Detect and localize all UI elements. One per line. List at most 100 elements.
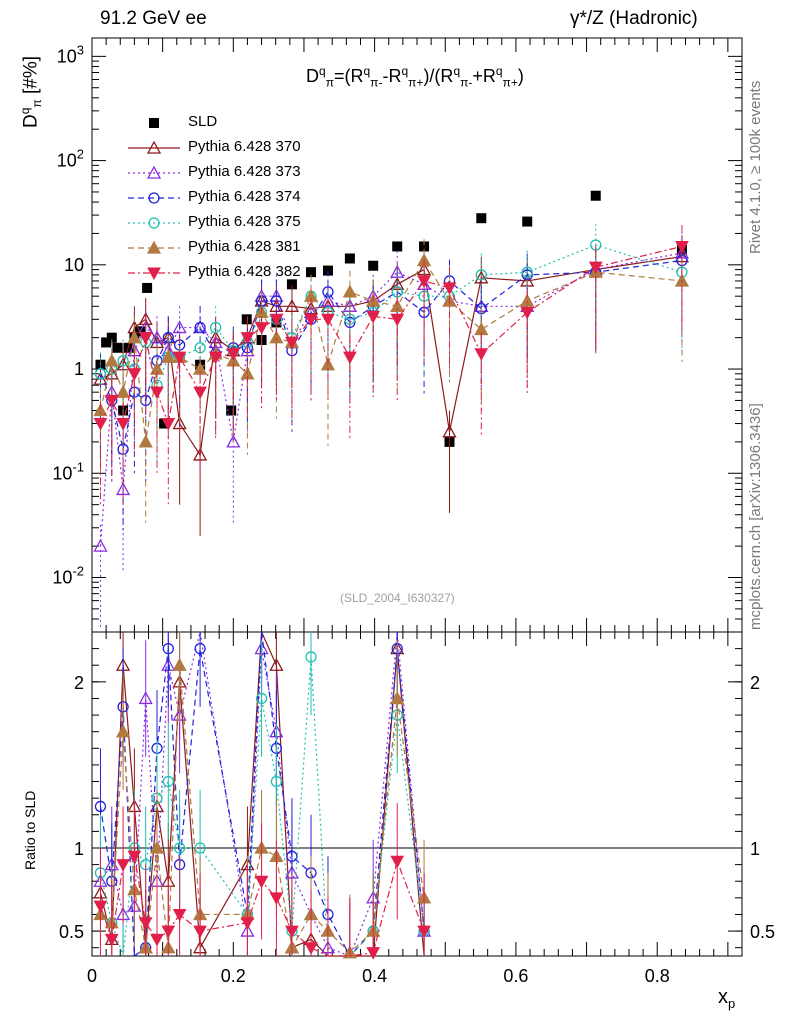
- energy-label: 91.2 GeV ee: [100, 8, 207, 29]
- series-line: [100, 255, 683, 457]
- ratio-point: [149, 840, 165, 854]
- y-tick-label-main: 10: [64, 255, 84, 275]
- ratio-point: [390, 855, 405, 869]
- legend-label: Pythia 6.428 370: [188, 138, 301, 155]
- data-point: [240, 332, 255, 345]
- ratio-point: [286, 850, 298, 862]
- data-point: [93, 418, 108, 431]
- y-tick-label-main: 10-1: [52, 459, 84, 483]
- data-point: [193, 447, 208, 461]
- data-point: [254, 322, 269, 335]
- data-point: [306, 267, 317, 278]
- rivet-version-label: Rivet 4.1.0, ≥ 100k events: [747, 80, 764, 254]
- legend-label: Pythia 6.428 374: [188, 188, 301, 205]
- legend-marker: [149, 118, 159, 128]
- process-label: γ*/Z (Hadronic): [570, 8, 698, 29]
- ratio-point: [194, 842, 206, 854]
- ratio-point: [285, 925, 299, 939]
- series-pythia-6-428-382: [93, 225, 689, 505]
- ratio-point: [104, 933, 119, 947]
- data-point: [127, 368, 142, 381]
- ratio-point: [172, 657, 187, 671]
- legend-swatch: [128, 217, 180, 229]
- legend-swatch: [149, 118, 159, 128]
- ratio-point: [150, 933, 164, 947]
- data-point: [270, 295, 283, 307]
- legend-swatch: [128, 140, 180, 154]
- y-tick-label-main: 1: [74, 359, 84, 379]
- data-point: [343, 351, 357, 365]
- data-point: [286, 279, 297, 290]
- data-point: [150, 386, 164, 400]
- ratio-point: [269, 892, 284, 905]
- data-point: [520, 293, 535, 307]
- ratio-point: [270, 775, 283, 788]
- data-point: [93, 403, 108, 417]
- ratio-point: [366, 947, 381, 960]
- legend-marker: [146, 240, 162, 254]
- x-tick-label: 0.4: [362, 966, 387, 986]
- data-point: [226, 348, 241, 361]
- mcplots-label: mcplots.cern.ch [arXiv:1306.3436]: [747, 403, 764, 630]
- legend-swatch: [128, 267, 180, 281]
- analysis-watermark: (SLD_2004_I630327): [340, 591, 455, 605]
- data-point: [476, 213, 487, 224]
- y-tick-label-main: 10-2: [52, 564, 84, 588]
- x-axis-label: xp: [718, 986, 736, 1011]
- data-point: [342, 284, 357, 298]
- data-point: [392, 241, 403, 252]
- data-point: [304, 313, 318, 327]
- data-point: [117, 355, 129, 367]
- ratio-point: [93, 900, 108, 914]
- data-point: [112, 342, 123, 353]
- data-point: [142, 282, 153, 293]
- ratio-point: [94, 800, 107, 813]
- x-tick-label: 0.8: [645, 966, 670, 986]
- legend-marker: [148, 217, 160, 229]
- ratio-point: [162, 775, 174, 788]
- legend-marker: [146, 165, 162, 179]
- ratio-point: [193, 925, 207, 939]
- series-pythia-6-428-374: [94, 239, 688, 531]
- data-point: [321, 313, 335, 327]
- data-point: [115, 384, 131, 398]
- data-point: [390, 298, 405, 312]
- data-point: [344, 253, 355, 264]
- data-point: [269, 313, 284, 327]
- ratio-point: [254, 875, 269, 889]
- ratio-point: [115, 724, 131, 738]
- data-point: [93, 538, 108, 552]
- y-tick-label-ratio: 2: [750, 673, 760, 693]
- legend-label: Pythia 6.428 381: [188, 238, 301, 255]
- data-point: [104, 353, 119, 367]
- legend-marker: [147, 267, 161, 281]
- y-tick-label-main: 102: [57, 147, 84, 171]
- x-tick-label: 0.2: [221, 966, 246, 986]
- ratio-point: [390, 691, 405, 705]
- data-point: [475, 269, 487, 281]
- y-tick-label-ratio: 1: [74, 839, 84, 859]
- data-point: [241, 314, 252, 325]
- data-point: [417, 275, 431, 289]
- y-tick-label-ratio: 2: [74, 673, 84, 693]
- data-point: [521, 266, 533, 278]
- data-point: [226, 434, 241, 448]
- data-point: [442, 424, 457, 438]
- data-point: [520, 306, 535, 320]
- data-point: [344, 316, 356, 329]
- ratio-panel-frame: [91, 631, 743, 957]
- ratio-point: [194, 642, 206, 655]
- ratio-point: [255, 692, 268, 705]
- data-point: [116, 418, 130, 431]
- legend-label: Pythia 6.428 373: [188, 163, 301, 180]
- data-point: [588, 261, 603, 275]
- ratio-series-pythia-6-428-373: [93, 631, 432, 957]
- data-point: [419, 241, 430, 252]
- y-tick-label-ratio: 0.5: [59, 922, 84, 942]
- data-point: [590, 190, 601, 201]
- data-point: [522, 216, 533, 227]
- series-pythia-6-428-381: [93, 239, 690, 524]
- chart-title: Dqπ=(Rqπ--Rqπ+)/(Rqπ-+Rqπ+): [306, 64, 524, 90]
- data-point: [390, 313, 405, 327]
